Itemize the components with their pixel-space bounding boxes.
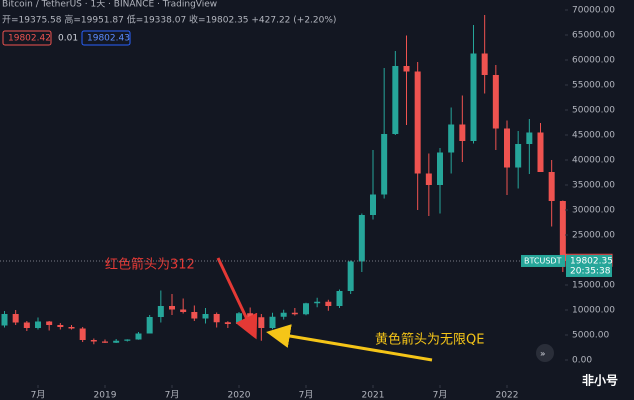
x-tick-label: 7月 xyxy=(299,390,314,400)
last-price-box xyxy=(566,254,612,277)
yellow-arrow xyxy=(266,324,433,362)
candle-body xyxy=(358,215,365,262)
candle-body xyxy=(325,301,332,306)
candle-body xyxy=(448,124,455,153)
candle-body xyxy=(370,194,376,215)
last-price: 19802.35 xyxy=(570,256,613,266)
candle-body xyxy=(303,303,309,315)
candle-body xyxy=(157,306,164,317)
candle-body xyxy=(559,201,566,261)
candle-body xyxy=(392,66,399,134)
candle-body xyxy=(280,312,287,317)
y-tick-label: 70000.00 xyxy=(572,6,615,16)
candle-body xyxy=(247,313,254,318)
candle-body xyxy=(57,325,64,327)
y-tick-label: 55000.00 xyxy=(572,81,615,91)
candle-body xyxy=(79,328,86,340)
y-tick-label: 60000.00 xyxy=(572,56,615,66)
scroll-button[interactable] xyxy=(536,344,554,362)
chart-title: Bitcoin / TetherUS · 1天 · BINANCE · Trad… xyxy=(2,0,217,10)
ask: 19802.43 xyxy=(87,34,130,44)
ohlc-header: 开=19375.58 高=19951.87 低=19338.07 收=19802… xyxy=(2,14,336,26)
candle-body xyxy=(504,128,510,168)
x-tick-label: 2022 xyxy=(496,391,519,400)
x-tick-label: 2019 xyxy=(94,391,117,400)
candle-body xyxy=(23,322,30,328)
bid: 19802.42 xyxy=(8,34,51,44)
y-tick-label: 65000.00 xyxy=(572,31,615,41)
y-tick-label: 40000.00 xyxy=(572,156,615,166)
candle-body xyxy=(515,144,522,168)
candle-body xyxy=(336,291,343,306)
candle-body xyxy=(124,339,131,341)
candle-body xyxy=(548,172,555,201)
x-tick-label: 7月 xyxy=(31,390,46,400)
y-tick-label: 30000.00 xyxy=(572,206,615,216)
y-tick-label: 10000.00 xyxy=(572,306,615,316)
candle-body xyxy=(314,301,321,304)
candle-body xyxy=(180,309,187,312)
candle-body xyxy=(135,333,142,340)
x-tick-label: 2021 xyxy=(362,391,385,400)
y-tick-label: 45000.00 xyxy=(572,131,615,141)
candle-body xyxy=(526,132,533,144)
candle-body xyxy=(291,312,298,315)
y-tick-label: 0.00 xyxy=(572,356,592,366)
candle-body xyxy=(46,321,53,325)
candle-body xyxy=(35,321,41,328)
candle-body xyxy=(191,312,198,319)
candle-body xyxy=(492,75,499,129)
ask-box xyxy=(81,30,131,46)
candle-body xyxy=(425,173,432,185)
y-tick-label: 15000.00 xyxy=(572,281,615,291)
countdown: 20:35:38 xyxy=(570,266,611,276)
candle-body xyxy=(102,341,108,343)
y-tick-label: 35000.00 xyxy=(572,181,615,191)
red-arrow xyxy=(216,257,258,340)
candle-body xyxy=(213,314,220,323)
x-tick-label: 2020 xyxy=(228,391,251,400)
symbol: BTCUSDT xyxy=(524,256,562,265)
candle-body xyxy=(347,261,354,291)
bid-box xyxy=(2,30,52,46)
candle-body xyxy=(481,53,488,75)
candle-body xyxy=(537,132,544,172)
candle-body xyxy=(1,314,8,326)
y-tick-label: 5000.00 xyxy=(572,331,609,341)
candle-body xyxy=(403,66,410,72)
spread: 0.01 xyxy=(58,34,78,44)
candle-body xyxy=(146,317,153,334)
candle-body xyxy=(12,314,19,323)
candle-body xyxy=(437,152,443,185)
candle-body xyxy=(459,124,466,141)
candle-body xyxy=(381,134,388,195)
scroll-icon[interactable]: » xyxy=(540,350,546,360)
candle-body xyxy=(68,327,75,329)
candle-body xyxy=(90,340,97,342)
candle-body xyxy=(113,340,120,343)
annotation: 红色箭头为312 xyxy=(105,257,195,273)
symbol-tag xyxy=(521,254,565,267)
plot-area xyxy=(1,15,566,345)
candle-body xyxy=(169,306,175,310)
watermark: 非小号 xyxy=(582,373,618,388)
candle-body xyxy=(269,316,276,328)
candle-body xyxy=(236,313,242,324)
annotation: 黄色箭头为无限QE xyxy=(375,332,484,348)
candle-body xyxy=(224,322,231,324)
candle-body xyxy=(202,314,209,319)
x-tick-label: 7月 xyxy=(433,390,448,400)
candle-body xyxy=(414,71,421,174)
x-tick-label: 7月 xyxy=(165,390,180,400)
candle-body xyxy=(470,53,477,141)
candle-body xyxy=(258,317,265,328)
y-tick-label: 25000.00 xyxy=(572,231,615,241)
y-tick-label: 50000.00 xyxy=(572,106,615,116)
